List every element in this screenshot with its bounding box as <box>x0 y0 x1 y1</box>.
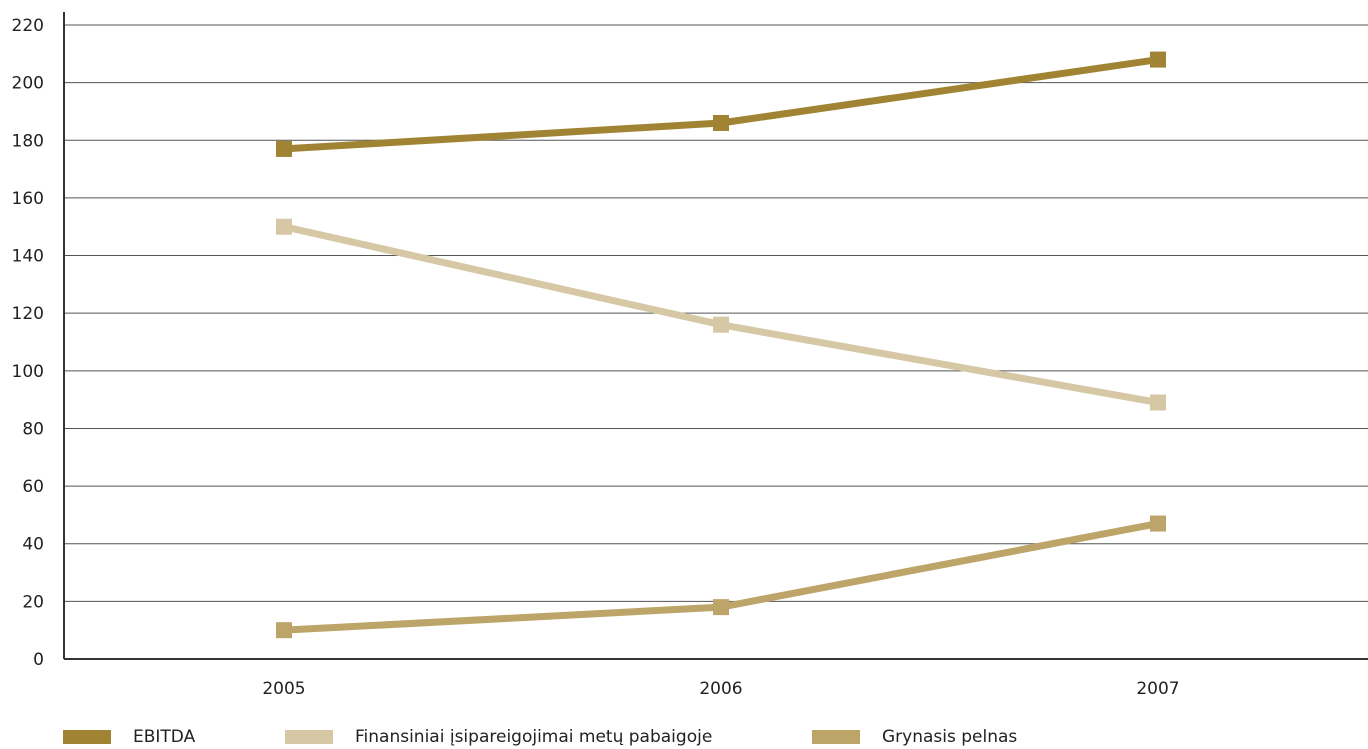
data-point-marker <box>713 599 729 616</box>
y-tick-labels: 0 20 40 60 80 100 120 140 160 180 200 220 <box>12 16 44 670</box>
series-points <box>276 51 1166 639</box>
legend-label-grynasis: Grynasis pelnas <box>882 727 1018 747</box>
series-lines <box>283 56 1159 634</box>
x-tick-label: 2005 <box>262 679 305 699</box>
y-tick-label: 120 <box>12 304 44 324</box>
data-point-marker <box>713 316 729 333</box>
y-tick-label: 0 <box>33 650 44 670</box>
y-tick-label: 20 <box>22 592 44 612</box>
y-tick-label: 180 <box>12 131 44 151</box>
legend-item-ebitda: EBITDA <box>63 726 195 748</box>
y-tick-label: 200 <box>12 74 44 94</box>
y-tick-label: 140 <box>12 247 44 267</box>
legend-swatch-ebitda <box>63 730 111 744</box>
data-point-marker <box>276 622 292 639</box>
y-tick-label: 80 <box>22 419 44 439</box>
data-point-marker <box>1150 394 1166 411</box>
y-tick-label: 100 <box>12 362 44 382</box>
gridlines <box>64 24 1368 602</box>
legend-swatch-finansiniai <box>285 730 333 744</box>
x-tick-label: 2006 <box>699 679 742 699</box>
y-tick-label: 220 <box>12 16 44 36</box>
data-point-marker <box>276 140 292 157</box>
legend-label-ebitda: EBITDA <box>133 727 196 747</box>
data-point-marker <box>1150 51 1166 68</box>
legend-swatch-grynasis <box>812 730 860 744</box>
y-tick-label: 160 <box>12 189 44 209</box>
legend-item-grynasis: Grynasis pelnas <box>812 726 1017 748</box>
legend: EBITDA Finansiniai įsipareigojimai metų … <box>0 726 1368 748</box>
x-tick-labels: 2005 2006 2007 <box>262 679 1179 699</box>
y-tick-label: 40 <box>22 535 44 555</box>
data-point-marker <box>1150 515 1166 532</box>
data-point-marker <box>713 114 729 131</box>
data-point-marker <box>276 218 292 235</box>
series-line <box>283 56 1159 153</box>
y-tick-label: 60 <box>22 477 44 497</box>
x-tick-label: 2007 <box>1136 679 1179 699</box>
series-line <box>283 223 1159 406</box>
legend-label-finansiniai: Finansiniai įsipareigojimai metų pabaigo… <box>355 727 713 747</box>
legend-item-finansiniai: Finansiniai įsipareigojimai metų pabaigo… <box>285 726 712 748</box>
